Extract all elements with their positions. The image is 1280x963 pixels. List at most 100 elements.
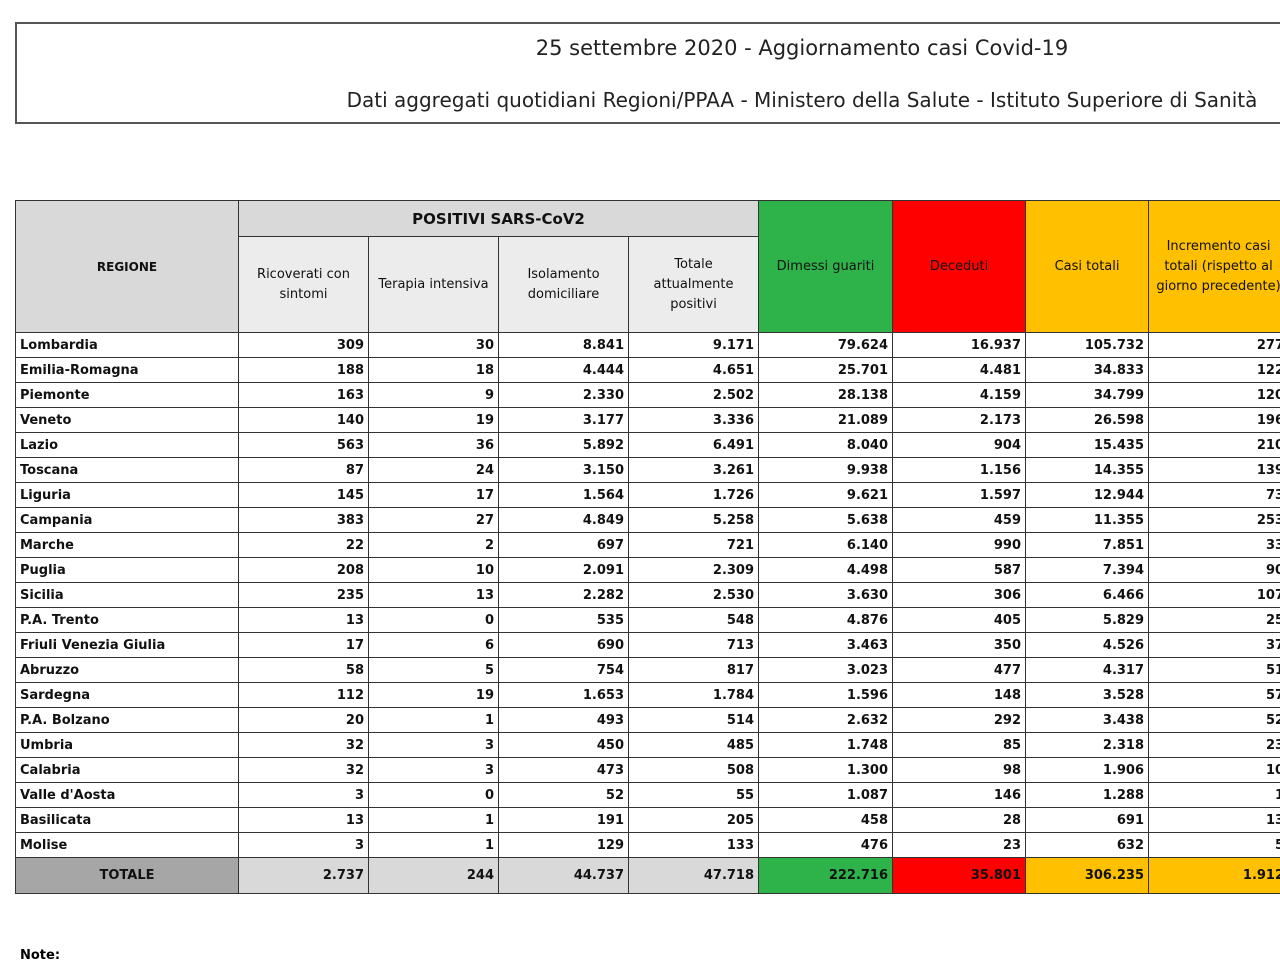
region-name: Lazio <box>16 433 239 458</box>
cell: 4.849 <box>499 508 629 533</box>
total-cell: 306.235 <box>1026 858 1149 894</box>
region-name: Toscana <box>16 458 239 483</box>
cell: 120 <box>1149 383 1280 408</box>
title: 25 settembre 2020 - Aggiornamento casi C… <box>17 36 1280 60</box>
cell: 350 <box>893 633 1026 658</box>
region-name: Veneto <box>16 408 239 433</box>
region-name: Sardegna <box>16 683 239 708</box>
cell: 9.621 <box>759 483 893 508</box>
cell: 85 <box>893 733 1026 758</box>
total-cell: 2.737 <box>239 858 369 894</box>
region-name: Piemonte <box>16 383 239 408</box>
cell: 2.632 <box>759 708 893 733</box>
cell: 12.944 <box>1026 483 1149 508</box>
cell: 33 <box>1149 533 1280 558</box>
cell: 306 <box>893 583 1026 608</box>
cell: 2 <box>369 533 499 558</box>
cell: 292 <box>893 708 1026 733</box>
cell: 27 <box>369 508 499 533</box>
cell: 16.937 <box>893 333 1026 358</box>
cell: 1.087 <box>759 783 893 808</box>
cell: 18 <box>369 358 499 383</box>
region-name: Molise <box>16 833 239 858</box>
region-name: Basilicata <box>16 808 239 833</box>
cell: 4.481 <box>893 358 1026 383</box>
cell: 587 <box>893 558 1026 583</box>
cell: 3 <box>369 758 499 783</box>
cell: 277 <box>1149 333 1280 358</box>
cell: 817 <box>629 658 759 683</box>
cell: 25 <box>1149 608 1280 633</box>
cell: 548 <box>629 608 759 633</box>
cell: 1 <box>369 708 499 733</box>
cell: 3.336 <box>629 408 759 433</box>
region-name: Sicilia <box>16 583 239 608</box>
total-cell: 47.718 <box>629 858 759 894</box>
cell: 98 <box>893 758 1026 783</box>
cell: 210 <box>1149 433 1280 458</box>
cell: 10 <box>369 558 499 583</box>
cell: 107 <box>1149 583 1280 608</box>
cell: 51 <box>1149 658 1280 683</box>
data-row: Molise31129133476236325 <box>16 833 1280 858</box>
cell: 1.597 <box>893 483 1026 508</box>
cell: 904 <box>893 433 1026 458</box>
column-header: Incremento casi totali (rispetto al gior… <box>1149 201 1280 333</box>
cell: 493 <box>499 708 629 733</box>
region-name: Puglia <box>16 558 239 583</box>
cell: 188 <box>239 358 369 383</box>
cell: 9.938 <box>759 458 893 483</box>
column-header: REGIONE <box>16 201 239 333</box>
cell: 535 <box>499 608 629 633</box>
cell: 52 <box>1149 708 1280 733</box>
cell: 19 <box>369 408 499 433</box>
cell: 1.596 <box>759 683 893 708</box>
cell: 87 <box>239 458 369 483</box>
cell: 5 <box>369 658 499 683</box>
cell: 0 <box>369 608 499 633</box>
cell: 32 <box>239 733 369 758</box>
cell: 632 <box>1026 833 1149 858</box>
cell: 2.530 <box>629 583 759 608</box>
cell: 17 <box>239 633 369 658</box>
cell: 3.438 <box>1026 708 1149 733</box>
region-name: Liguria <box>16 483 239 508</box>
column-header: Totale attualmente positivi <box>629 237 759 333</box>
cell: 0 <box>369 783 499 808</box>
cell: 163 <box>239 383 369 408</box>
cell: 32 <box>239 758 369 783</box>
cell: 133 <box>629 833 759 858</box>
cell: 2.502 <box>629 383 759 408</box>
cell: 459 <box>893 508 1026 533</box>
cell: 196 <box>1149 408 1280 433</box>
cell: 15.435 <box>1026 433 1149 458</box>
cell: 4.444 <box>499 358 629 383</box>
cell: 1.300 <box>759 758 893 783</box>
cell: 191 <box>499 808 629 833</box>
cell: 4.876 <box>759 608 893 633</box>
cell: 34.799 <box>1026 383 1149 408</box>
cell: 477 <box>893 658 1026 683</box>
cell: 1.288 <box>1026 783 1149 808</box>
region-name: Abruzzo <box>16 658 239 683</box>
cell: 253 <box>1149 508 1280 533</box>
cell: 514 <box>629 708 759 733</box>
cell: 1 <box>369 808 499 833</box>
cell: 563 <box>239 433 369 458</box>
group-header: POSITIVI SARS-CoV2 <box>239 201 759 237</box>
cell: 2.309 <box>629 558 759 583</box>
cell: 55 <box>629 783 759 808</box>
cell: 30 <box>369 333 499 358</box>
cell: 79.624 <box>759 333 893 358</box>
cell: 1.906 <box>1026 758 1149 783</box>
cell: 21.089 <box>759 408 893 433</box>
cell: 3 <box>239 833 369 858</box>
